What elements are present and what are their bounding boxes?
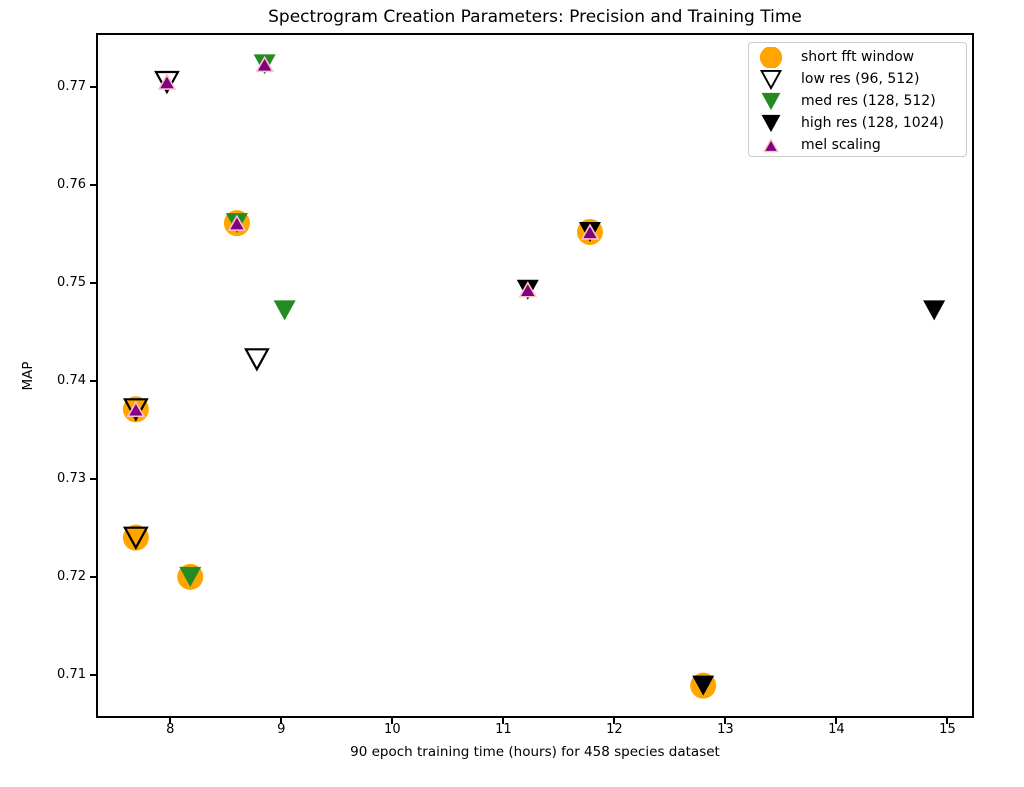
x-axis-label: 90 epoch training time (hours) for 458 s… <box>350 744 720 760</box>
y-tick-label: 0.74 <box>57 372 86 388</box>
x-tick-label: 11 <box>495 722 512 737</box>
y-tick-mark <box>90 183 97 186</box>
y-tick-label: 0.75 <box>57 274 86 290</box>
x-tick-label: 12 <box>606 722 623 737</box>
y-tick-mark <box>90 477 97 480</box>
y-tick-label: 0.71 <box>57 666 86 682</box>
legend-marker-swatch <box>761 114 781 132</box>
y-axis-label: MAP <box>20 361 36 391</box>
legend-item-high-res: high res (128, 1024) <box>755 113 966 134</box>
y-tick-mark <box>90 673 97 676</box>
y-tick-label: 0.73 <box>57 470 86 486</box>
y-tick-label: 0.76 <box>57 176 86 192</box>
legend-item-med-res: med res (128, 512) <box>755 91 966 112</box>
x-tick-label: 8 <box>166 722 175 737</box>
legend-item-short-fft: short fft window <box>755 46 966 68</box>
y-tick-mark <box>90 281 97 284</box>
x-tick-mark <box>502 717 505 724</box>
x-tick-mark <box>169 717 172 724</box>
legend-marker-mel-icon <box>762 137 780 152</box>
y-tick-mark <box>90 575 97 578</box>
x-tick-mark <box>280 717 283 724</box>
x-tick-mark <box>835 717 838 724</box>
x-tick-mark <box>946 717 949 724</box>
legend-item-low-res: low res (96, 512) <box>755 69 966 90</box>
legend: short fft window low res (96, 512) med res… <box>748 42 967 157</box>
x-tick-label: 15 <box>939 722 956 737</box>
legend-item-label: mel scaling <box>801 137 881 153</box>
legend-marker-short-fft-icon <box>759 46 783 68</box>
x-tick-mark <box>613 717 616 724</box>
legend-marker-swatch <box>762 137 780 152</box>
x-tick-mark <box>391 717 394 724</box>
legend-item-label: med res (128, 512) <box>801 93 936 109</box>
chart-title: Spectrogram Creation Parameters: Precisi… <box>268 7 802 27</box>
legend-marker-high-res-icon <box>761 114 781 132</box>
legend-marker-med-res-icon <box>761 92 781 110</box>
x-tick-label: 10 <box>384 722 401 737</box>
x-tick-mark <box>724 717 727 724</box>
y-tick-mark <box>90 379 97 382</box>
legend-item-label: low res (96, 512) <box>801 71 920 87</box>
y-tick-label: 0.77 <box>57 78 86 94</box>
x-tick-label: 14 <box>828 722 845 737</box>
legend-item-mel: mel scaling <box>755 135 966 156</box>
legend-item-label: high res (128, 1024) <box>801 115 944 131</box>
x-tick-label: 13 <box>717 722 734 737</box>
legend-marker-swatch <box>759 69 783 90</box>
legend-marker-low-res-icon <box>759 69 783 90</box>
legend-marker-swatch <box>759 46 783 68</box>
x-tick-label: 9 <box>277 722 286 737</box>
legend-item-label: short fft window <box>801 49 915 65</box>
y-tick-mark <box>90 85 97 88</box>
legend-marker-swatch <box>761 92 781 110</box>
y-tick-label: 0.72 <box>57 568 86 584</box>
